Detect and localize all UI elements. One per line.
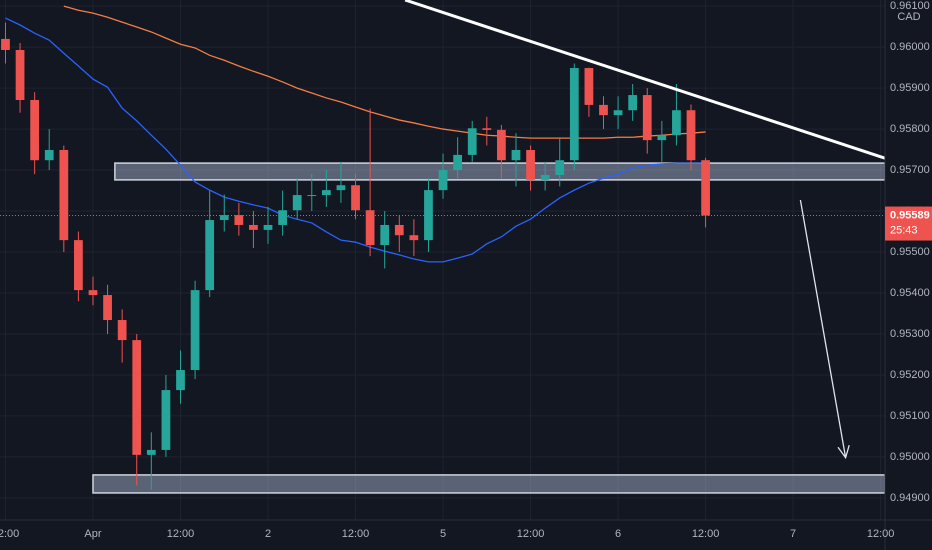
y-tick-label: 0.96000 xyxy=(890,41,930,53)
x-tick-label: 7 xyxy=(790,528,796,540)
candle-body xyxy=(190,290,200,371)
x-tick-label: 12:00 xyxy=(167,528,195,540)
x-tick-label: 6 xyxy=(615,528,621,540)
candle-body xyxy=(88,290,98,296)
candle-body xyxy=(394,224,404,236)
candle-body xyxy=(234,215,244,225)
candle-body xyxy=(424,190,433,241)
candle-body xyxy=(686,110,696,161)
y-tick-label: 0.95700 xyxy=(890,164,930,176)
candle-body xyxy=(176,370,185,391)
candle-body xyxy=(526,149,535,180)
plot xyxy=(0,0,885,494)
candle-body xyxy=(380,224,390,246)
candle-body xyxy=(263,224,273,230)
candle-body xyxy=(292,195,302,211)
arrow xyxy=(799,199,850,460)
candle-body xyxy=(30,99,40,161)
x-tick-label: 12:00 xyxy=(867,528,895,540)
candle-body xyxy=(117,320,127,341)
y-tick-label: 0.95900 xyxy=(890,82,930,94)
candle-body xyxy=(365,210,375,246)
y-tick-label: 0.95200 xyxy=(890,369,930,381)
candle-body xyxy=(599,104,608,116)
price-tag-label: 0.95589 xyxy=(890,209,930,221)
x-tick-label: 12:00 xyxy=(342,528,370,540)
candle-body xyxy=(103,295,112,321)
candle-body xyxy=(321,190,331,196)
candle-body xyxy=(74,240,83,291)
y-tick-label: 0.95800 xyxy=(890,123,930,135)
candle-body xyxy=(351,185,360,211)
candle-body xyxy=(467,128,477,155)
price-tag xyxy=(885,206,932,241)
candle-body xyxy=(453,154,463,171)
candle-body xyxy=(569,68,579,161)
candle-body xyxy=(511,149,521,161)
moving-average xyxy=(5,17,706,263)
y-tick-label: 0.94900 xyxy=(890,492,930,504)
grid xyxy=(0,0,885,520)
y-tick-label: 0.95400 xyxy=(890,287,930,299)
zone xyxy=(114,162,885,181)
candle-body xyxy=(628,95,638,111)
candle-body xyxy=(44,149,54,161)
x-tick-label: 12:00 xyxy=(0,528,19,540)
candle-body xyxy=(497,129,506,161)
y-tick-label: 0.95100 xyxy=(890,410,930,422)
candle-body xyxy=(409,235,419,241)
candle-body xyxy=(205,220,215,291)
candle-body xyxy=(132,340,142,455)
x-tick-label: 2 xyxy=(265,528,271,540)
candle-body xyxy=(59,149,69,241)
candle-body xyxy=(657,135,667,141)
x-tick-label: Apr xyxy=(84,528,101,540)
candle-body xyxy=(642,95,652,141)
x-tick-label: 12:00 xyxy=(692,528,720,540)
candle-body xyxy=(613,110,623,116)
y-tick-label: 0.95000 xyxy=(890,451,930,463)
candle-body xyxy=(555,160,565,175)
candle-body xyxy=(336,185,346,191)
moving-average xyxy=(63,5,706,139)
candle-body xyxy=(482,128,492,130)
x-tick-label: 12:00 xyxy=(517,528,545,540)
x-tick-label: 5 xyxy=(440,528,446,540)
candle-body xyxy=(584,68,594,105)
currency: CAD xyxy=(897,11,920,23)
candle-body xyxy=(15,49,25,100)
candle-body xyxy=(672,110,681,136)
candle-body xyxy=(1,38,10,50)
candle-body xyxy=(540,174,550,180)
candle-body xyxy=(307,195,317,197)
candle-body xyxy=(219,215,229,221)
y-tick-label: 0.96100 xyxy=(890,0,930,12)
candle-body xyxy=(278,210,287,225)
candle-body xyxy=(701,160,710,216)
y-tick-label: 0.95500 xyxy=(890,246,930,258)
candle-body xyxy=(438,170,448,191)
zone xyxy=(92,474,885,494)
y-tick-label: 0.95300 xyxy=(890,328,930,340)
candle-body xyxy=(249,224,258,230)
trendline xyxy=(404,0,885,160)
candle-body xyxy=(146,449,156,455)
countdown: 25:43 xyxy=(890,224,918,236)
candle-body xyxy=(161,390,171,450)
